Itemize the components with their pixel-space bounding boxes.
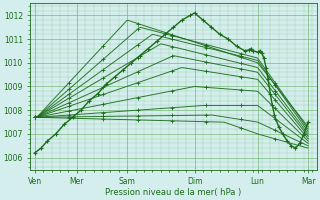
- X-axis label: Pression niveau de la mer( hPa ): Pression niveau de la mer( hPa ): [105, 188, 242, 197]
